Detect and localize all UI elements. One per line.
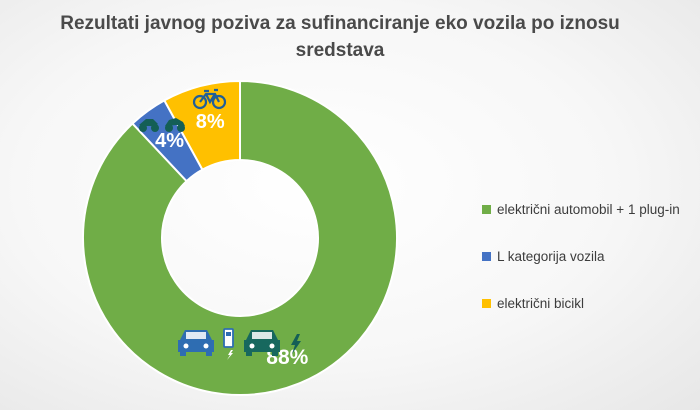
legend-label: L kategorija vozila	[497, 249, 605, 264]
data-label-electric-bicycle: 8%	[196, 111, 225, 133]
slice-electric-bicycle	[163, 79, 241, 172]
bicycle-icon	[192, 88, 227, 110]
legend-label: električni automobil + 1 plug-in	[497, 202, 680, 217]
chart-title: Rezultati javnog poziva za sufinanciranj…	[60, 13, 620, 61]
data-label-l-category: 4%	[155, 130, 184, 152]
motorcycle-icon	[139, 118, 185, 132]
legend-label: električni bicikl	[497, 296, 585, 311]
legend-item-l-category: L kategorija vozila	[482, 245, 700, 268]
legend-item-electric-car: električni automobil + 1 plug-in	[482, 198, 700, 221]
legend-item-electric-bicycle: električni bicikl	[482, 292, 700, 315]
electric-car-charging-icon	[178, 328, 301, 360]
legend-swatch	[482, 299, 491, 308]
slice-electric-car	[82, 79, 398, 396]
legend-swatch	[482, 252, 491, 261]
legend: električni automobil + 1 plug-in L kateg…	[482, 198, 700, 339]
legend-swatch	[482, 205, 491, 214]
